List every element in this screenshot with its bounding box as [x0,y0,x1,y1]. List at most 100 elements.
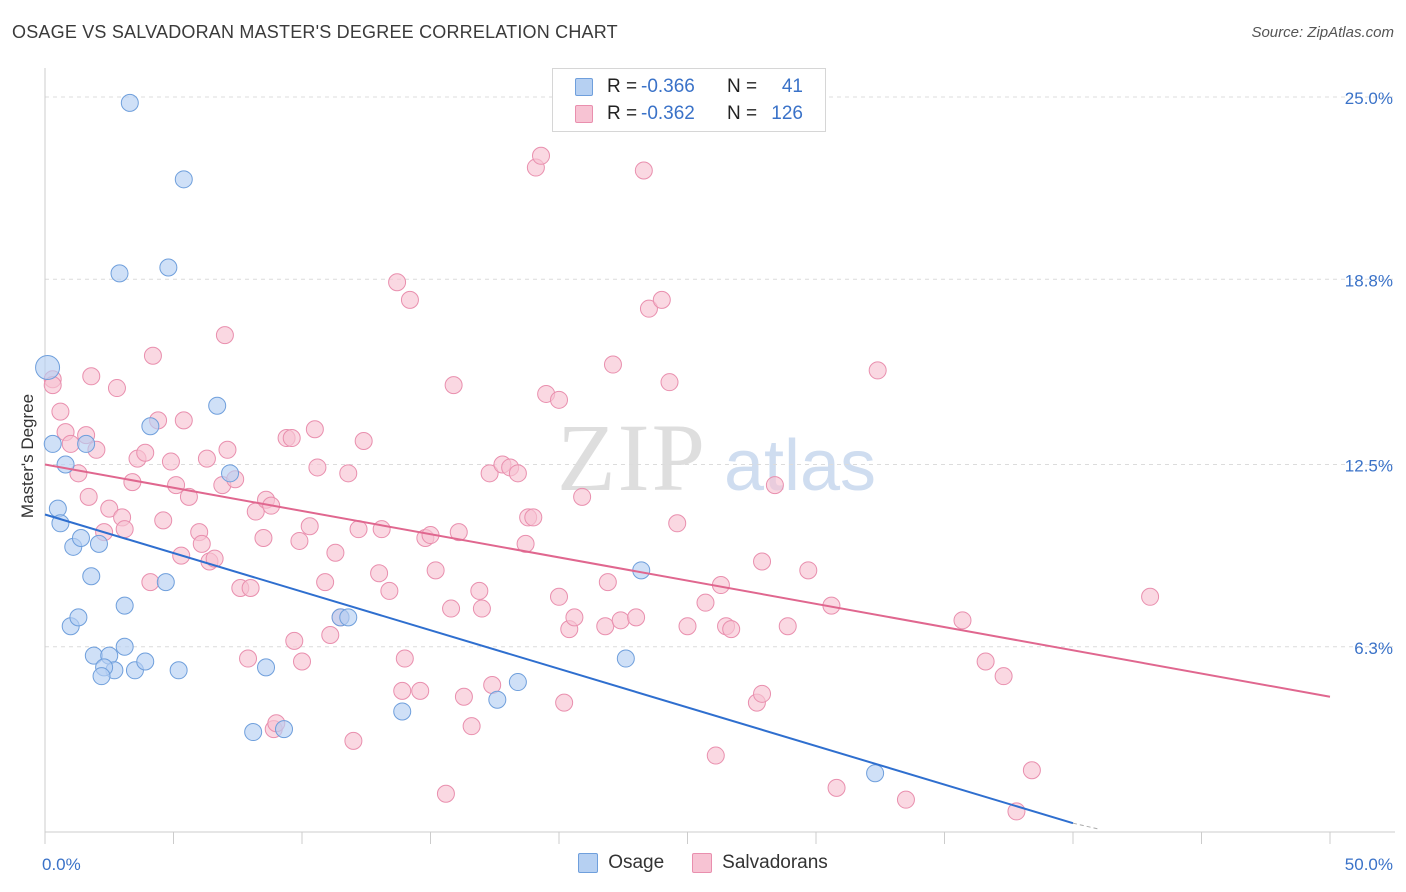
salvadorans-point-22 [167,476,186,495]
osage-point-0 [120,93,139,112]
r-label: R = [607,76,638,97]
salvadorans-point-57 [344,731,363,750]
salvadorans-point-67 [411,681,430,700]
y-tick-label-3: 25.0% [1345,89,1393,108]
salvadorans-point-103 [652,290,671,309]
axes [44,68,1395,844]
osage-point-1 [174,170,193,189]
n-value-salvadorans: 126 [771,103,803,124]
salvadorans-point-18 [143,346,162,365]
salvadorans-point-16 [136,443,155,462]
salvadorans-point-49 [300,517,319,536]
osage-point-15 [89,534,108,553]
salvadorans-point-33 [218,440,237,459]
legend-row-salvadorans: R = -0.362 N = 126 [575,101,803,127]
trend-lines [44,463,1331,830]
salvadorans-point-101 [634,161,653,180]
n-label: N = [727,103,758,124]
osage-points [35,93,885,783]
osage-point-34 [275,720,294,739]
osage-point-36 [488,690,507,709]
salvadorans-point-122 [953,611,972,630]
salvadorans-point-73 [444,376,463,395]
source-label: Source: ZipAtlas.com [1251,24,1394,41]
salvadorans-point-21 [161,452,180,471]
salvadorans-point-126 [1022,761,1041,780]
salvadorans-point-83 [508,464,527,483]
salvadorans-point-95 [573,487,592,506]
salvadorans-swatch [692,853,713,873]
salvadorans-point-99 [611,611,630,630]
osage-point-30 [257,658,276,677]
osage-trend-line [44,513,1074,825]
salvadorans-point-98 [603,355,622,374]
salvadorans-point-76 [462,717,481,736]
salvadorans-point-117 [799,561,818,580]
salvadorans-point-115 [765,476,784,495]
salvadorans-point-92 [555,693,574,712]
grid-lines [45,96,1395,648]
chart-title: OSAGE VS SALVADORAN MASTER'S DEGREE CORR… [12,22,618,42]
osage-point-21 [115,637,134,656]
salvadorans-point-78 [472,599,491,618]
legend-series: Osage Salvadorans [0,852,1406,874]
legend-label-osage: Osage [608,852,665,873]
osage-point-40 [866,764,885,783]
salvadorans-point-102 [639,299,658,318]
salvadorans-point-77 [470,581,489,600]
salvadorans-point-63 [388,273,407,292]
watermark: ZIP atlas [557,404,876,511]
y-tick-label-2: 18.8% [1345,271,1393,290]
salvadorans-point-3 [61,434,80,453]
watermark-atlas: atlas [724,426,876,506]
salvadorans-point-88 [532,146,551,165]
salvadorans-point-54 [326,543,345,562]
salvadorans-point-124 [994,667,1013,686]
osage-point-16 [82,567,101,586]
osage-point-20 [115,596,134,615]
salvadorans-point-72 [442,599,461,618]
salvadorans-point-10 [100,499,119,518]
osage-point-3 [159,258,178,277]
salvadorans-point-121 [896,790,915,809]
salvadorans-point-74 [449,523,468,542]
salvadorans-point-17 [141,573,160,592]
salvadorans-point-20 [154,511,173,530]
salvadorans-point-86 [524,508,543,527]
salvadorans-point-59 [354,431,373,450]
legend-item-osage[interactable]: Osage [578,852,664,874]
salvadorans-point-51 [308,458,327,477]
osage-point-37 [508,673,527,692]
osage-point-10 [141,417,160,436]
salvadorans-point-127 [1141,587,1160,606]
salvadorans-point-71 [436,784,455,803]
salvadorans-point-100 [627,608,646,627]
osage-point-5 [43,434,62,453]
osage-point-11 [208,396,227,415]
salvadorans-point-50 [305,420,324,439]
salvadorans-point-25 [179,487,198,506]
osage-point-6 [48,499,67,518]
legend-row-osage: R = -0.366 N = 41 [575,74,803,100]
salvadorans-point-30 [205,549,224,568]
salvadorans-point-111 [722,620,741,639]
salvadorans-point-96 [596,617,615,636]
salvadorans-point-105 [668,514,687,533]
salvadorans-point-123 [976,652,995,671]
legend-item-salvadorans[interactable]: Salvadorans [692,852,828,874]
salvadorans-point-108 [706,746,725,765]
salvadorans-point-32 [215,326,234,345]
salvadorans-swatch [575,105,593,123]
salvadorans-point-79 [480,464,499,483]
r-value-osage: -0.366 [641,76,695,97]
y-axis-label: Master's Degree [18,394,37,518]
osage-point-38 [616,649,635,668]
osage-point-9 [77,434,96,453]
salvadorans-point-1 [51,402,70,421]
salvadorans-trend-line [44,463,1331,698]
salvadorans-point-36 [239,649,258,668]
salvadorans-point-39 [254,529,273,547]
y-tick-label-1: 12.5% [1345,457,1393,476]
tick-labels: 6.3% 12.5% 18.8% 25.0% 0.0% 50.0% [42,89,1393,874]
salvadorans-point-6 [79,487,98,506]
